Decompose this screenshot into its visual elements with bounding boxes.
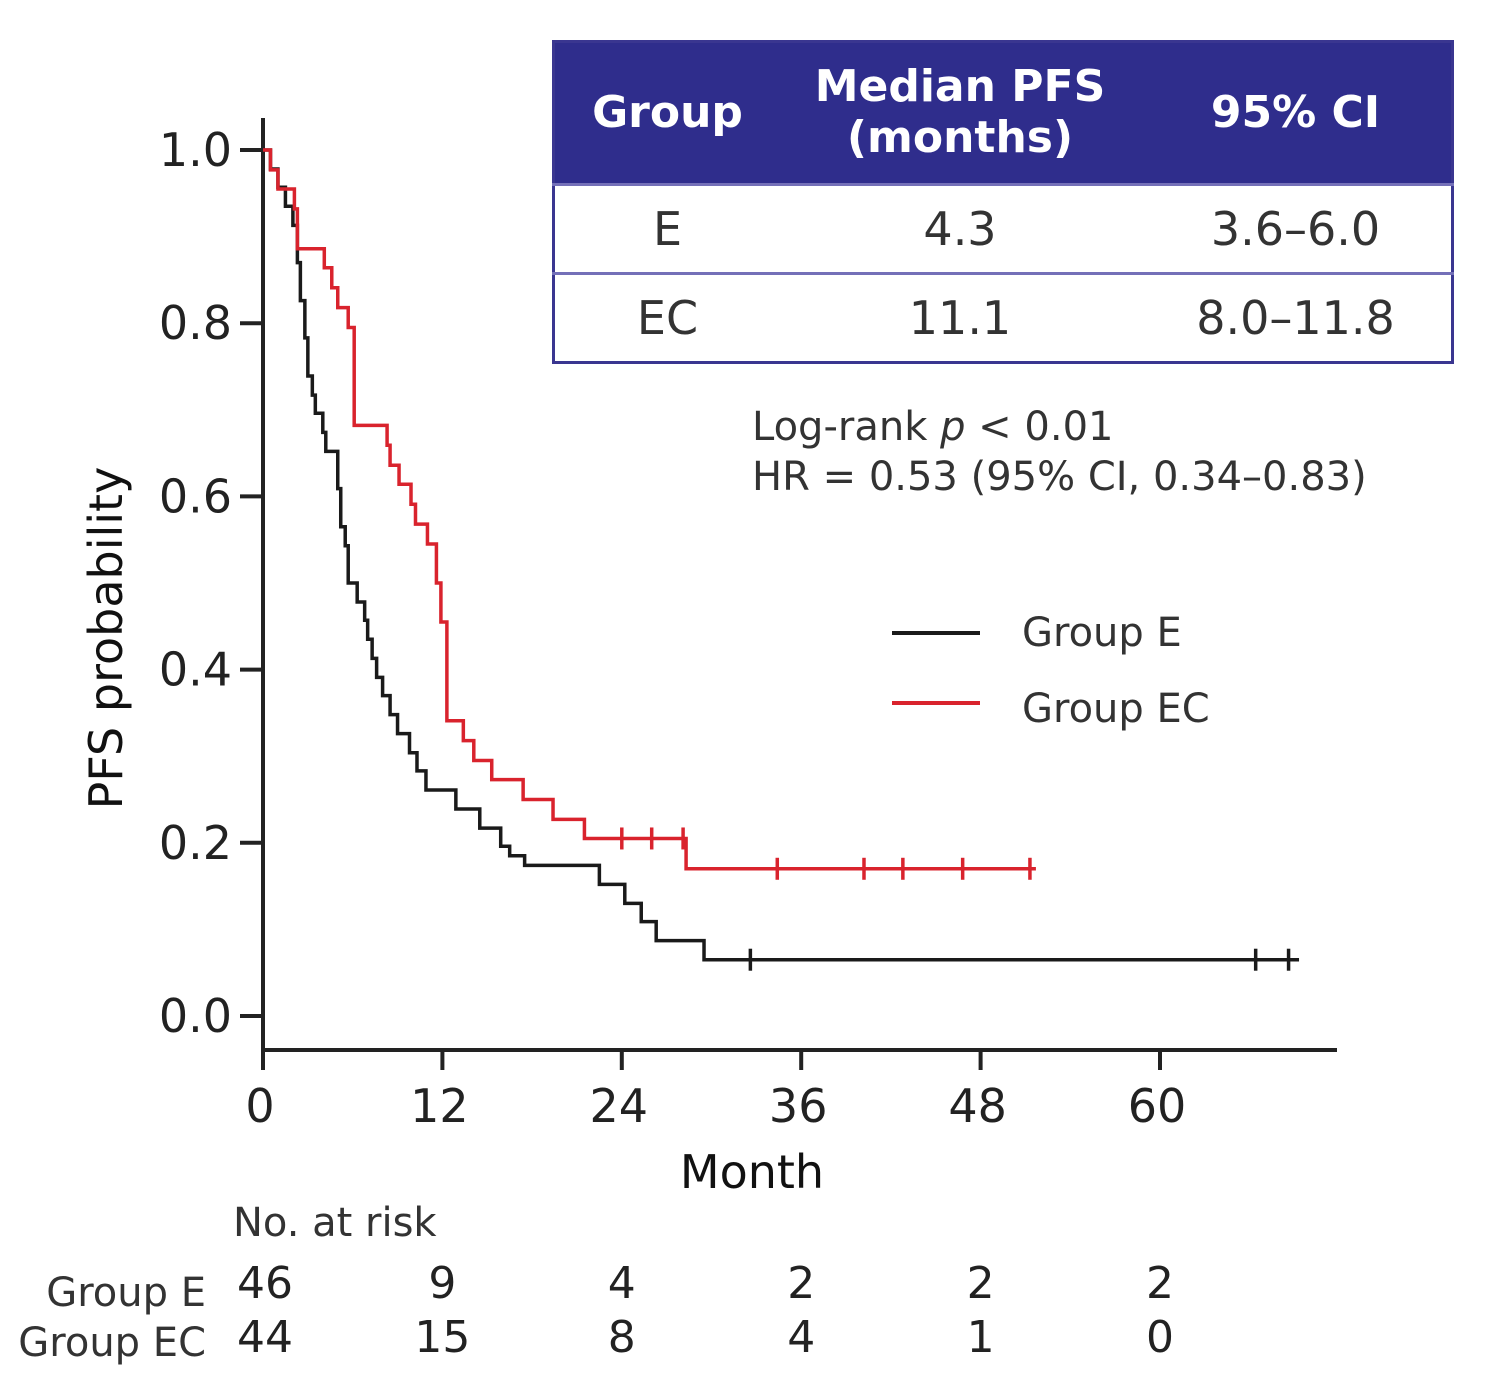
header-group: Group xyxy=(553,41,780,185)
x-tick-label: 12 xyxy=(410,1079,469,1133)
x-tick-label: 36 xyxy=(769,1079,828,1133)
risk-value: 1 xyxy=(967,1312,995,1363)
y-tick-label: 0.0 xyxy=(159,989,232,1043)
y-tick-label: 0.8 xyxy=(159,296,232,350)
y-ticks: 0.0 0.2 0.4 0.6 0.8 1.0 xyxy=(159,123,263,1043)
table-header-row: Group Median PFS (months) 95% CI xyxy=(553,41,1453,185)
risk-value: 15 xyxy=(414,1312,470,1363)
header-median-pfs: Median PFS (months) xyxy=(780,41,1140,185)
risk-value: 9 xyxy=(428,1258,456,1309)
y-axis-title: PFS probability xyxy=(79,467,133,810)
cell-median: 11.1 xyxy=(780,272,1140,363)
x-ticks: 0 12 24 36 48 60 xyxy=(245,1050,1186,1133)
cell-median: 4.3 xyxy=(780,183,1140,274)
hr-text: HR = 0.53 (95% CI, 0.34–0.83) xyxy=(752,454,1367,500)
risk-values: 46 9 4 2 2 244 15 8 4 1 0 xyxy=(237,1258,1174,1363)
cell-ci: 3.6–6.0 xyxy=(1140,183,1453,274)
cell-ci: 8.0–11.8 xyxy=(1140,272,1453,363)
table-row: E 4.3 3.6–6.0 xyxy=(553,183,1453,274)
header-median-line2: (months) xyxy=(846,112,1074,163)
table-row: EC 11.1 8.0–11.8 xyxy=(553,272,1453,363)
risk-value: 0 xyxy=(1146,1312,1174,1363)
header-median-line1: Median PFS xyxy=(814,61,1106,113)
risk-value: 4 xyxy=(608,1258,636,1309)
x-tick-label: 60 xyxy=(1128,1079,1187,1133)
risk-value: 8 xyxy=(608,1312,636,1363)
legend-label-group-ec: Group EC xyxy=(1022,686,1210,732)
logrank-p: p xyxy=(939,404,965,450)
y-tick-label: 0.6 xyxy=(159,469,232,523)
survival-curves xyxy=(263,148,1300,971)
y-tick-label: 1.0 xyxy=(159,123,232,177)
legend: Group E Group EC xyxy=(892,610,1210,732)
median-pfs-table: Group Median PFS (months) 95% CI E 4.3 3… xyxy=(552,40,1454,364)
y-tick-label: 0.2 xyxy=(159,816,232,870)
legend-label-group-e: Group E xyxy=(1022,610,1182,656)
km-curve-group-e xyxy=(263,148,1300,962)
risk-row-label-group-e: Group E xyxy=(46,1270,206,1316)
risk-title: No. at risk xyxy=(233,1200,437,1246)
risk-value: 2 xyxy=(1146,1258,1174,1309)
risk-row-label-group-ec: Group EC xyxy=(18,1320,206,1366)
x-axis-title: Month xyxy=(680,1145,824,1199)
y-tick-label: 0.4 xyxy=(159,643,232,697)
risk-value: 46 xyxy=(237,1258,293,1309)
cell-group: EC xyxy=(553,272,780,363)
x-tick-label: 48 xyxy=(948,1079,1007,1133)
risk-value: 4 xyxy=(787,1312,815,1363)
header-ci: 95% CI xyxy=(1140,41,1453,185)
logrank-text: Log-rank p < 0.01 xyxy=(752,404,1113,450)
risk-value: 44 xyxy=(237,1312,293,1363)
risk-value: 2 xyxy=(967,1258,995,1309)
logrank-suffix: < 0.01 xyxy=(965,404,1113,450)
x-tick-label: 24 xyxy=(590,1079,649,1133)
km-curve-group-ec xyxy=(263,148,1036,871)
risk-table: No. at risk Group E Group EC 46 9 4 2 2 244 15… xyxy=(18,1200,1174,1366)
cell-group: E xyxy=(553,183,780,274)
x-tick-label: 0 xyxy=(245,1079,274,1133)
risk-value: 2 xyxy=(787,1258,815,1309)
logrank-prefix: Log-rank xyxy=(752,404,940,450)
